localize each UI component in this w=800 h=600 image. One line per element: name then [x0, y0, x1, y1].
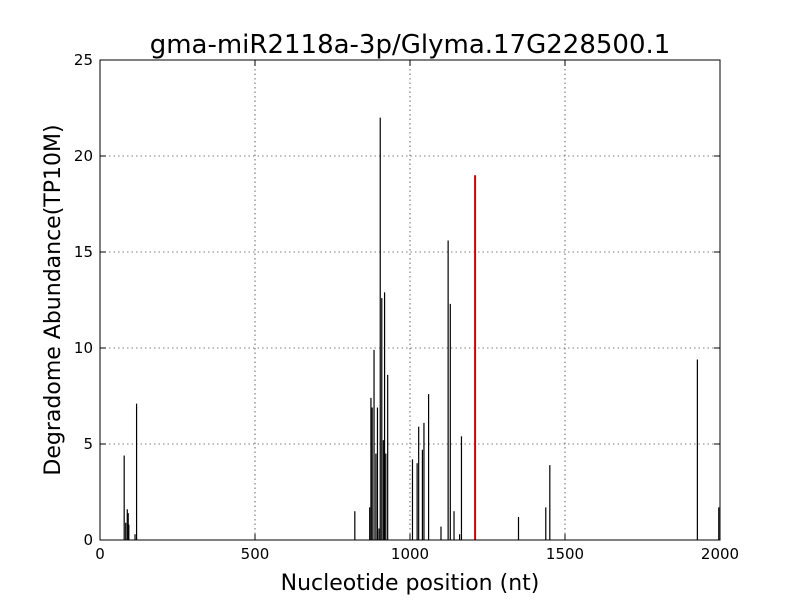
- y-tick-label: 15: [74, 243, 93, 261]
- chart-title: gma-miR2118a-3p/Glyma.17G228500.1: [150, 30, 671, 60]
- y-axis-label: Degradome Abundance(TP10M): [41, 124, 66, 475]
- bar-series: [123, 117, 720, 540]
- x-tick-label: 1000: [391, 545, 429, 563]
- y-tick-label: 20: [74, 147, 93, 165]
- axis-ticks: 0 500 1000 1500 2000 0 5 10 15 20 25: [74, 51, 739, 563]
- x-tick-label: 1500: [546, 545, 584, 563]
- y-tick-label: 5: [83, 435, 93, 453]
- y-tick-label: 10: [74, 339, 93, 357]
- y-tick-label: 0: [83, 531, 93, 549]
- x-tick-label: 0: [95, 545, 105, 563]
- x-tick-label: 2000: [701, 545, 739, 563]
- grid-lines: [100, 60, 720, 540]
- x-axis-label: Nucleotide position (nt): [281, 571, 540, 596]
- x-tick-label: 500: [241, 545, 270, 563]
- y-tick-label: 25: [74, 51, 93, 69]
